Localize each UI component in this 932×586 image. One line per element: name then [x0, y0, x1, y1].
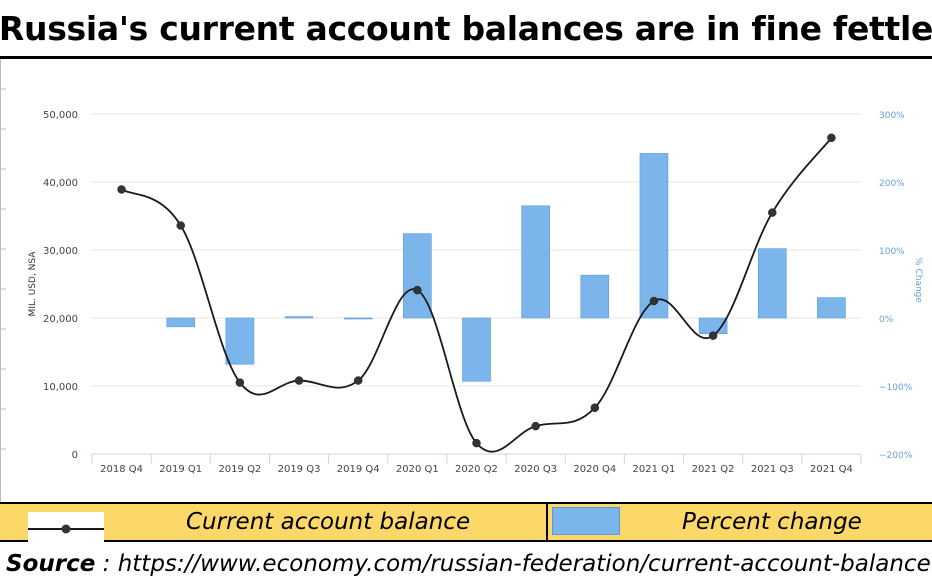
series-line-current-account [121, 137, 833, 453]
bar-percent-change [343, 317, 373, 320]
point-current-account [590, 403, 600, 413]
chart-title: Russia's current account balances are in… [0, 8, 932, 48]
source-url[interactable]: https://www.economy.com/russian-federati… [117, 551, 931, 577]
x-tick-label: 2018 Q4 [100, 464, 143, 475]
x-tick-label: 2021 Q2 [692, 464, 735, 475]
point-current-account [235, 378, 245, 387]
y-tick-label: 20,000 [43, 314, 78, 325]
x-tick-label: 2020 Q1 [396, 464, 439, 475]
point-current-account [768, 208, 777, 217]
bar-percent-change [817, 297, 846, 319]
chart-svg: 0 −200% 10,000 −100% 20,000 0% 30,000 100% 40,00… [1, 88, 923, 475]
chart-area: 0 −200% 10,000 −100% 20,000 0% 30,000 100% 40,00… [0, 59, 932, 502]
point-current-account [353, 376, 363, 385]
y2-tick-label: −200% [879, 451, 913, 461]
y-tick-label: 10,000 [43, 382, 78, 393]
point-current-account [472, 438, 481, 448]
bar-percent-change [521, 205, 550, 319]
y2-tick-label: 300% [879, 111, 905, 121]
x-tick-label: 2019 Q3 [278, 464, 321, 475]
bar-percent-change [462, 317, 491, 382]
point-current-account [294, 376, 304, 385]
bar-percent-change [580, 274, 610, 319]
y-tick-label: 50,000 [43, 110, 78, 121]
x-tick-label: 2020 Q3 [514, 464, 557, 475]
bar-percent-change [757, 248, 787, 319]
point-current-account [117, 185, 126, 194]
title-band: Russia's current account balances are in… [0, 0, 932, 59]
y-tick-label: 0 [72, 450, 78, 461]
y2-tick-label: 200% [879, 179, 905, 189]
legend-line-swatch [28, 512, 104, 544]
bar-percent-change [166, 317, 196, 328]
legend-bar-label: Percent change [682, 509, 862, 535]
y2-tick-label: 0% [879, 315, 894, 325]
legend-divider [546, 504, 548, 540]
point-current-account [827, 133, 836, 143]
x-tick-label: 2021 Q1 [633, 464, 676, 475]
y-tick-label: 40,000 [43, 178, 78, 189]
source-label: Source [6, 551, 96, 577]
bar-percent-change [403, 233, 432, 319]
x-tick-label: 2020 Q2 [455, 464, 498, 475]
legend-bar-swatch [552, 507, 620, 535]
point-current-account [649, 296, 659, 306]
point-current-account [413, 285, 422, 295]
y-axis-title: MIL. USD, NSA [28, 251, 38, 317]
x-tick-label: 2019 Q4 [337, 464, 380, 475]
bar-percent-change [284, 316, 314, 319]
y2-axis-title: % Change [913, 257, 923, 303]
source-band: Source : https://www.economy.com/russian… [0, 542, 932, 586]
x-tick-label: 2020 Q4 [573, 464, 616, 475]
point-current-account [176, 221, 185, 230]
x-tick-label: 2019 Q2 [218, 464, 261, 475]
x-tick-label: 2021 Q3 [751, 464, 794, 475]
y-tick-label: 30,000 [43, 246, 78, 257]
source-separator: : [95, 551, 118, 577]
point-current-account [708, 331, 718, 340]
point-current-account [531, 421, 540, 431]
x-tick-label: 2019 Q1 [159, 464, 202, 475]
y2-tick-label: −100% [879, 383, 913, 393]
legend-line-label: Current account balance [186, 509, 471, 535]
bar-percent-change [639, 153, 669, 319]
bar-percent-change [225, 317, 255, 365]
legend-line-icon [28, 524, 104, 534]
y2-tick-label: 100% [879, 247, 905, 257]
legend-band: Current account balance Percent change [0, 502, 932, 544]
x-tick-label: 2021 Q4 [810, 464, 853, 475]
